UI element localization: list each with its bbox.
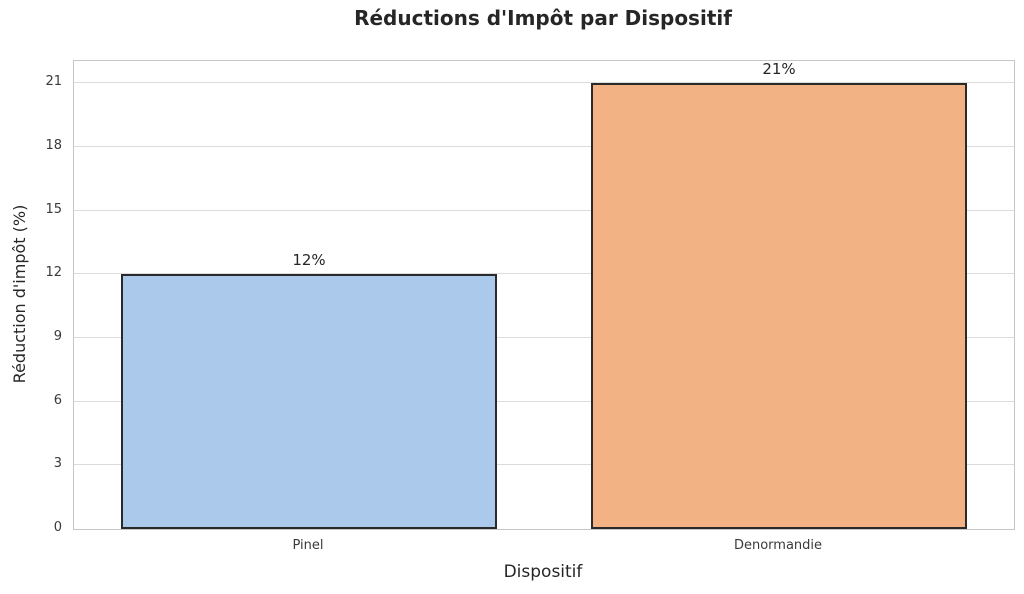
y-axis-tick-labels: 0 3 6 9 12 15 18 21	[0, 0, 62, 594]
gridline	[74, 145, 1014, 147]
gridline	[74, 209, 1014, 211]
gridline	[74, 464, 1014, 466]
y-axis-label-text: Réduction d'impôt (%)	[10, 204, 29, 384]
bar-pinel	[121, 274, 497, 529]
bar-denormandie	[591, 83, 967, 529]
x-axis-label: Dispositif	[503, 562, 583, 582]
y-tick-label: 0	[53, 520, 62, 535]
y-tick-label: 9	[53, 328, 62, 344]
y-tick-label: 6	[53, 392, 62, 408]
plot-area: 12% 21%	[73, 60, 1015, 530]
y-tick-label: 15	[45, 201, 62, 217]
bar-value-label: 21%	[762, 60, 796, 78]
gridline	[74, 336, 1014, 338]
x-tick-label: Pinel	[292, 538, 324, 553]
chart-title: Réductions d'Impôt par Dispositif	[354, 6, 732, 30]
bar-value-label: 12%	[292, 251, 326, 269]
x-tick-label: Denormandie	[733, 538, 823, 553]
gridline	[74, 400, 1014, 402]
gridline	[74, 82, 1014, 84]
y-tick-label: 21	[45, 74, 62, 90]
gridline	[74, 273, 1014, 275]
y-tick-label: 18	[45, 137, 62, 153]
y-tick-label: 3	[53, 456, 62, 472]
y-tick-label: 12	[45, 265, 62, 281]
